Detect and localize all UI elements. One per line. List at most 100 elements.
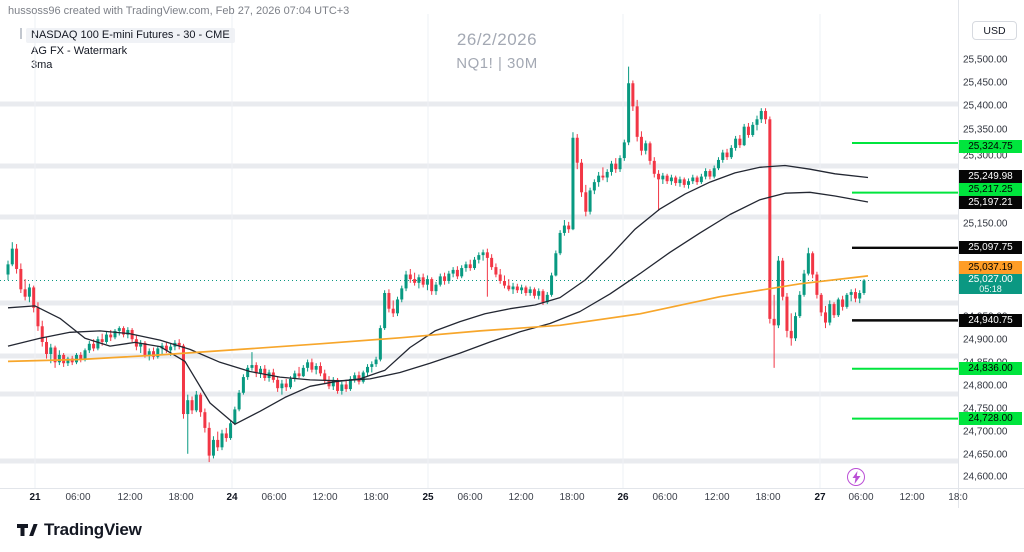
candle[interactable]	[764, 108, 768, 124]
candle[interactable]	[562, 220, 566, 236]
candle[interactable]	[74, 353, 78, 365]
candle[interactable]	[152, 347, 156, 360]
candle[interactable]	[648, 141, 652, 165]
candle[interactable]	[207, 422, 211, 463]
candle[interactable]	[126, 327, 130, 339]
candle[interactable]	[190, 396, 194, 415]
candle[interactable]	[66, 356, 70, 366]
candle[interactable]	[314, 363, 318, 375]
candle[interactable]	[122, 326, 126, 338]
time-scale[interactable]: 21 06:00 12:00 18:00 24 06:00 12:00 18:00 25 06:0…	[0, 489, 968, 508]
candle[interactable]	[284, 378, 288, 391]
candle[interactable]	[301, 365, 305, 378]
candle[interactable]	[644, 140, 648, 155]
candle[interactable]	[211, 436, 215, 459]
candle[interactable]	[57, 350, 61, 366]
candle[interactable]	[10, 242, 14, 267]
candle[interactable]	[823, 305, 827, 329]
candle[interactable]	[378, 325, 382, 362]
candle[interactable]	[520, 284, 524, 294]
candle[interactable]	[45, 337, 49, 359]
candle[interactable]	[515, 283, 519, 293]
candle[interactable]	[592, 179, 596, 195]
candle[interactable]	[181, 343, 185, 419]
candle[interactable]	[571, 132, 575, 231]
candle[interactable]	[627, 66, 631, 146]
candle[interactable]	[507, 279, 511, 292]
candle[interactable]	[348, 376, 352, 391]
candle[interactable]	[550, 272, 554, 297]
candle[interactable]	[383, 290, 387, 330]
candle[interactable]	[477, 252, 481, 264]
candle[interactable]	[699, 173, 703, 184]
candle[interactable]	[498, 268, 502, 284]
candle[interactable]	[318, 362, 322, 377]
candle[interactable]	[849, 289, 853, 302]
candle[interactable]	[806, 247, 810, 276]
tradingview-logo[interactable]: TradingView	[16, 519, 142, 541]
candle[interactable]	[306, 359, 310, 372]
candle[interactable]	[746, 122, 750, 138]
candle[interactable]	[674, 175, 678, 186]
candle[interactable]	[96, 336, 100, 351]
candle[interactable]	[755, 115, 759, 131]
candle[interactable]	[220, 429, 224, 451]
candle[interactable]	[229, 420, 233, 440]
candle[interactable]	[340, 381, 344, 395]
candle[interactable]	[425, 275, 429, 291]
candle[interactable]	[430, 277, 434, 295]
candle[interactable]	[438, 273, 442, 287]
symbol-title[interactable]: NASDAQ 100 E-mini Futures - 30 - CME	[26, 28, 235, 43]
candle[interactable]	[357, 371, 361, 385]
candle[interactable]	[729, 145, 733, 160]
candle[interactable]	[447, 270, 451, 284]
candle[interactable]	[79, 352, 83, 363]
candle[interactable]	[631, 80, 635, 111]
candle[interactable]	[400, 285, 404, 303]
candle[interactable]	[528, 286, 532, 296]
candle[interactable]	[374, 356, 378, 367]
candle[interactable]	[635, 99, 639, 142]
candle[interactable]	[391, 300, 395, 318]
candle[interactable]	[15, 244, 19, 274]
candle[interactable]	[853, 288, 857, 303]
candle[interactable]	[23, 279, 27, 301]
candle[interactable]	[798, 291, 802, 318]
candle[interactable]	[387, 289, 391, 313]
candle[interactable]	[494, 263, 498, 278]
candle[interactable]	[532, 287, 536, 299]
candle[interactable]	[147, 348, 151, 361]
candle[interactable]	[421, 273, 425, 288]
candle[interactable]	[691, 174, 695, 184]
candle[interactable]	[490, 254, 494, 270]
candle[interactable]	[233, 406, 237, 426]
candle[interactable]	[404, 270, 408, 292]
candle[interactable]	[408, 268, 412, 283]
candle[interactable]	[395, 296, 399, 317]
candle[interactable]	[794, 312, 798, 342]
candle[interactable]	[661, 172, 665, 184]
candle[interactable]	[164, 341, 168, 354]
candle[interactable]	[811, 251, 815, 279]
candle[interactable]	[597, 171, 601, 187]
candle[interactable]	[605, 169, 609, 183]
candle[interactable]	[678, 176, 682, 187]
candle[interactable]	[657, 170, 661, 211]
candle[interactable]	[199, 392, 203, 417]
candle[interactable]	[344, 379, 348, 392]
candle[interactable]	[203, 408, 207, 433]
candle[interactable]	[254, 362, 258, 378]
candle[interactable]	[443, 272, 447, 285]
candle[interactable]	[862, 279, 866, 295]
candle[interactable]	[259, 365, 263, 379]
legend-handle[interactable]	[20, 28, 22, 39]
candle[interactable]	[588, 187, 592, 215]
price-scale[interactable]: 25,500.00 25,450.00 25,400.00 25,350.00 25,3…	[958, 0, 1024, 508]
candle[interactable]	[712, 165, 716, 179]
candle[interactable]	[815, 271, 819, 299]
candle[interactable]	[370, 361, 374, 373]
candle[interactable]	[828, 300, 832, 326]
candle[interactable]	[545, 292, 549, 305]
candle[interactable]	[156, 345, 160, 359]
candle[interactable]	[819, 293, 823, 317]
